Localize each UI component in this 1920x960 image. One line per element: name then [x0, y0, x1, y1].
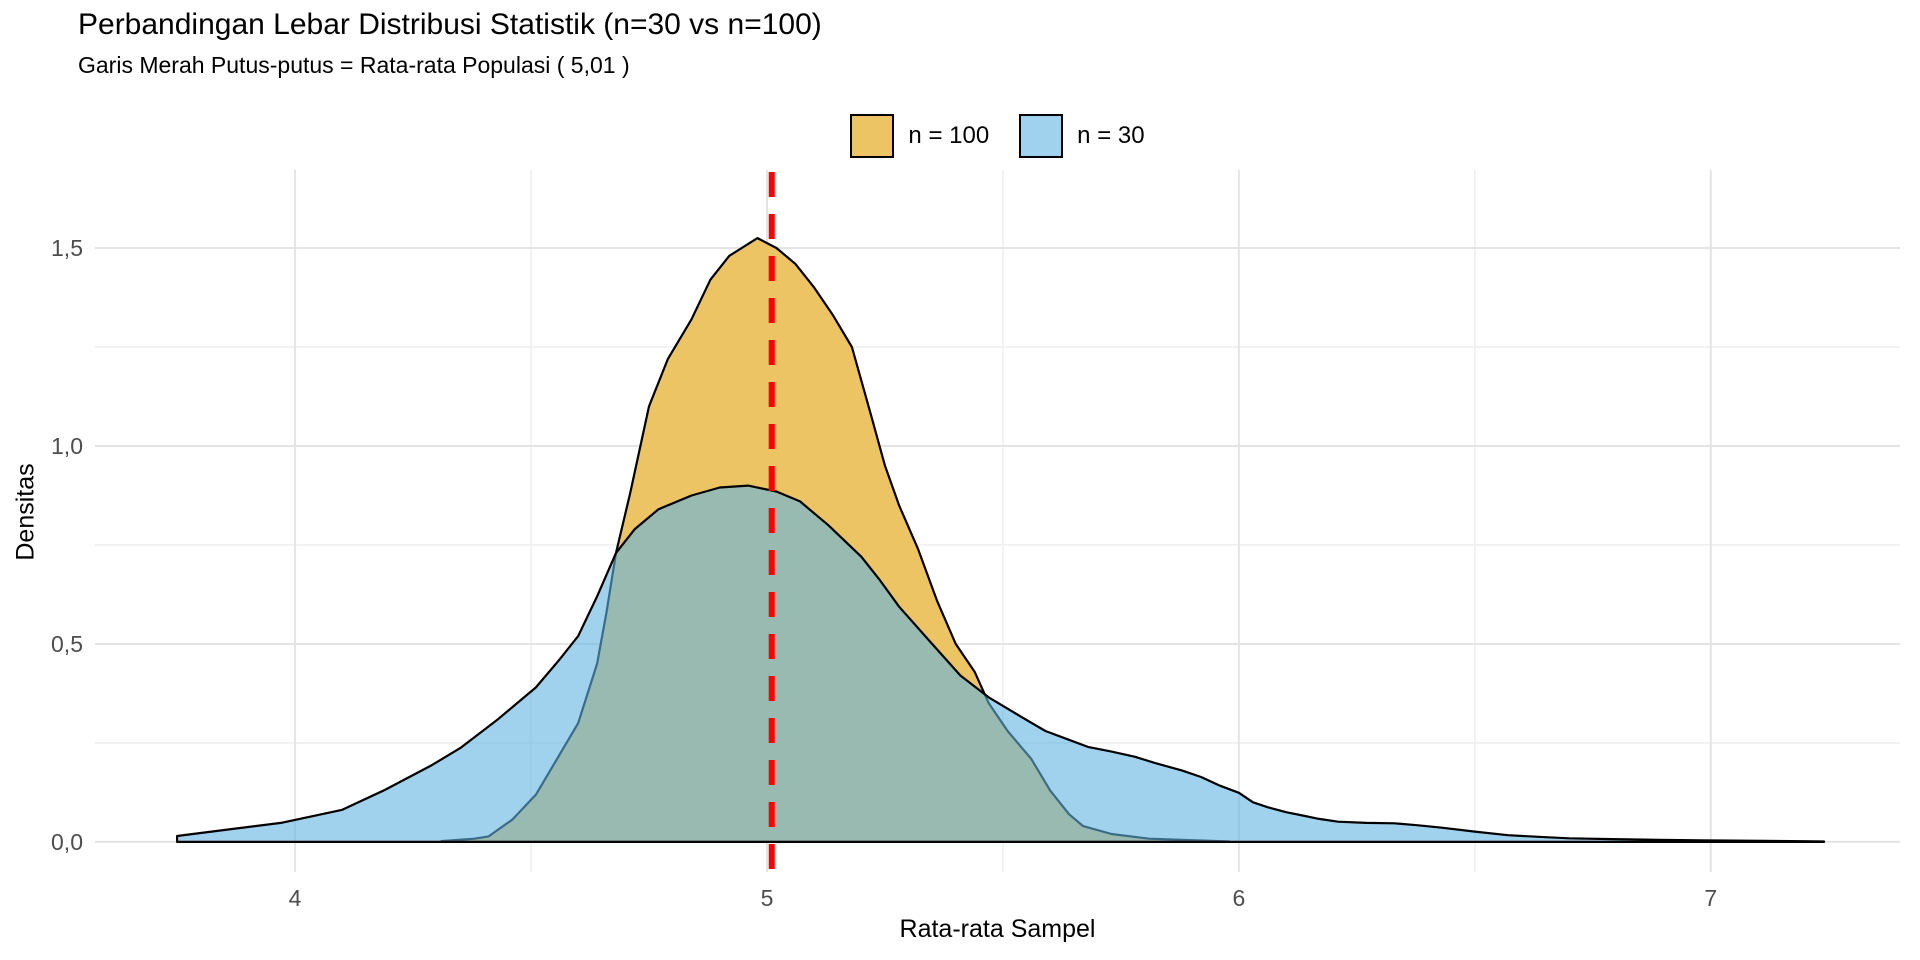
page-title: Perbandingan Lebar Distribusi Statistik …	[78, 8, 822, 41]
legend: n = 100 n = 30	[95, 114, 1900, 158]
x-tick-label: 5	[761, 885, 774, 911]
y-axis-title: Densitas	[11, 463, 40, 561]
x-tick-label: 6	[1232, 885, 1245, 911]
y-tick-label: 0,0	[51, 829, 83, 855]
y-tick-label: 0,5	[51, 631, 83, 657]
plot-subtitle: Garis Merah Putus-putus = Rata-rata Popu…	[78, 52, 630, 78]
legend-item-n100: n = 100	[850, 114, 989, 158]
legend-swatch-n100-icon	[850, 114, 895, 158]
x-tick-label: 7	[1704, 885, 1717, 911]
legend-label-n30: n = 30	[1077, 122, 1145, 149]
legend-label-n100: n = 100	[908, 122, 990, 149]
legend-swatch-n30-icon	[1019, 114, 1064, 158]
legend-item-n30: n = 30	[1019, 114, 1145, 158]
density-area-n30	[176, 484, 1826, 843]
y-tick-label: 1,0	[51, 433, 83, 459]
x-axis-title: Rata-rata Sampel	[899, 915, 1096, 943]
x-tick-label: 4	[289, 885, 302, 911]
y-tick-label: 1,5	[51, 235, 83, 261]
